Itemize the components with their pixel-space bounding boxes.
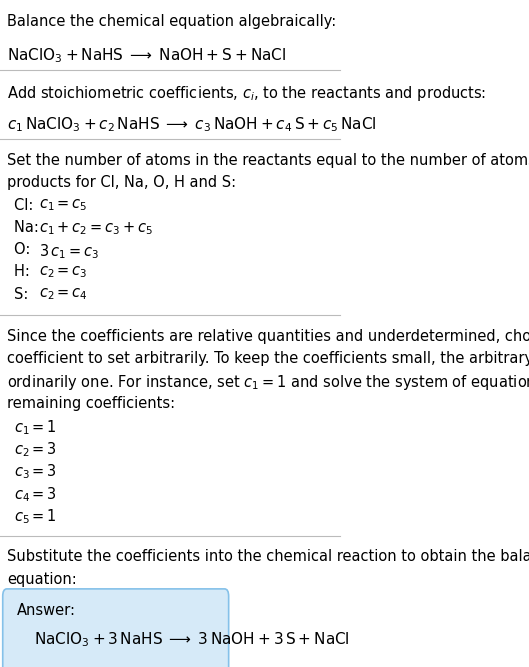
- Text: $c_2 = 3$: $c_2 = 3$: [14, 440, 57, 459]
- Text: $c_1 + c_2 = c_3 + c_5$: $c_1 + c_2 = c_3 + c_5$: [39, 220, 153, 237]
- Text: Since the coefficients are relative quantities and underdetermined, choose a: Since the coefficients are relative quan…: [7, 329, 529, 344]
- Text: S:: S:: [14, 287, 37, 301]
- Text: Substitute the coefficients into the chemical reaction to obtain the balanced: Substitute the coefficients into the che…: [7, 549, 529, 564]
- Text: $c_2 = c_4$: $c_2 = c_4$: [39, 287, 88, 302]
- Text: O:: O:: [14, 242, 39, 257]
- Text: Na:: Na:: [14, 220, 43, 235]
- Text: Answer:: Answer:: [17, 602, 76, 618]
- Text: H:: H:: [14, 264, 39, 279]
- Text: $\mathrm{NaClO_3 + 3\,NaHS} \;\longrightarrow\; \mathrm{3\,NaOH + 3\,S + NaCl}$: $\mathrm{NaClO_3 + 3\,NaHS} \;\longright…: [34, 630, 350, 649]
- Text: remaining coefficients:: remaining coefficients:: [7, 396, 175, 411]
- Text: $c_1 = 1$: $c_1 = 1$: [14, 418, 57, 437]
- Text: Balance the chemical equation algebraically:: Balance the chemical equation algebraica…: [7, 14, 336, 29]
- Text: ordinarily one. For instance, set $c_1 = 1$ and solve the system of equations fo: ordinarily one. For instance, set $c_1 =…: [7, 374, 529, 392]
- Text: coefficient to set arbitrarily. To keep the coefficients small, the arbitrary va: coefficient to set arbitrarily. To keep …: [7, 351, 529, 366]
- Text: $c_2 = c_3$: $c_2 = c_3$: [39, 264, 88, 280]
- Text: $c_1\,\mathrm{NaClO_3} + c_2\,\mathrm{NaHS} \;\longrightarrow\; c_3\,\mathrm{NaO: $c_1\,\mathrm{NaClO_3} + c_2\,\mathrm{Na…: [7, 116, 377, 135]
- Text: $3\,c_1 = c_3$: $3\,c_1 = c_3$: [39, 242, 99, 261]
- Text: $c_3 = 3$: $c_3 = 3$: [14, 463, 57, 482]
- Text: $c_5 = 1$: $c_5 = 1$: [14, 507, 57, 526]
- Text: equation:: equation:: [7, 572, 77, 586]
- Text: Add stoichiometric coefficients, $c_i$, to the reactants and products:: Add stoichiometric coefficients, $c_i$, …: [7, 83, 486, 103]
- FancyBboxPatch shape: [3, 589, 229, 667]
- Text: $\mathrm{NaClO_3 + NaHS} \;\longrightarrow\; \mathrm{NaOH + S + NaCl}$: $\mathrm{NaClO_3 + NaHS} \;\longrightarr…: [7, 47, 286, 65]
- Text: Set the number of atoms in the reactants equal to the number of atoms in the: Set the number of atoms in the reactants…: [7, 153, 529, 168]
- Text: Cl:: Cl:: [14, 197, 38, 213]
- Text: products for Cl, Na, O, H and S:: products for Cl, Na, O, H and S:: [7, 175, 236, 190]
- Text: $c_1 = c_5$: $c_1 = c_5$: [39, 197, 88, 213]
- Text: $c_4 = 3$: $c_4 = 3$: [14, 485, 57, 504]
